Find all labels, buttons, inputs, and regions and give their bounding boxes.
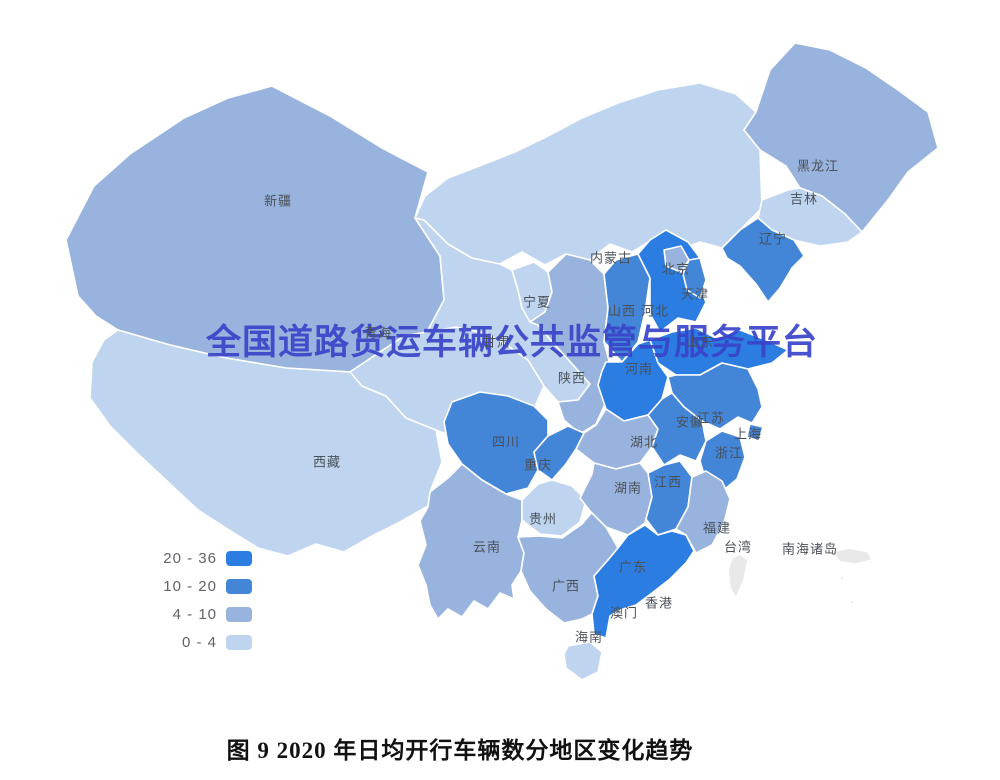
- legend-swatch-4-10: [226, 607, 252, 622]
- legend-item-20-36: 20 - 36: [153, 550, 252, 567]
- province-shape-shanghai: [746, 423, 764, 442]
- province-shape-guangdong: [591, 524, 695, 639]
- province-shape-chongqing: [533, 425, 585, 481]
- province-shape-beijing: [663, 245, 690, 273]
- province-shape-taiwan: [727, 553, 749, 599]
- legend-swatch-0-4: [226, 635, 252, 650]
- province-shape-hainan: [563, 641, 603, 681]
- legend-item-4-10: 4 - 10: [153, 606, 252, 623]
- province-shape-guizhou: [521, 479, 587, 537]
- province-shape-hebei: [637, 229, 707, 333]
- province-shape-heilongjiang: [743, 42, 939, 233]
- legend-label-0-4: 0 - 4: [181, 634, 217, 651]
- legend: 20 - 36 10 - 20 4 - 10 0 - 4: [153, 550, 252, 662]
- legend-label-10-20: 10 - 20: [163, 578, 217, 595]
- province-shape-yunnan: [417, 463, 525, 620]
- province-shape-tianjin: [682, 257, 707, 299]
- legend-swatch-20-36: [226, 551, 252, 566]
- province-shape-anhui: [647, 392, 707, 466]
- province-shapes: [65, 42, 939, 681]
- province-shape-fujian: [675, 470, 731, 554]
- legend-label-4-10: 4 - 10: [172, 606, 217, 623]
- province-shape-nanhai-islands: [831, 547, 873, 605]
- legend-item-0-4: 0 - 4: [153, 634, 252, 651]
- legend-swatch-10-20: [226, 579, 252, 594]
- legend-label-20-36: 20 - 36: [163, 550, 217, 567]
- watermark: 全国道路货运车辆公共监管与服务平台: [206, 323, 819, 362]
- province-shape-shanxi: [603, 253, 651, 363]
- figure-caption: 图 9 2020 年日均开行车辆数分地区变化趋势: [226, 738, 694, 763]
- province-shape-neimenggu: [414, 82, 763, 266]
- province-shape-liaoning: [721, 217, 805, 303]
- legend-item-10-20: 10 - 20: [153, 578, 252, 595]
